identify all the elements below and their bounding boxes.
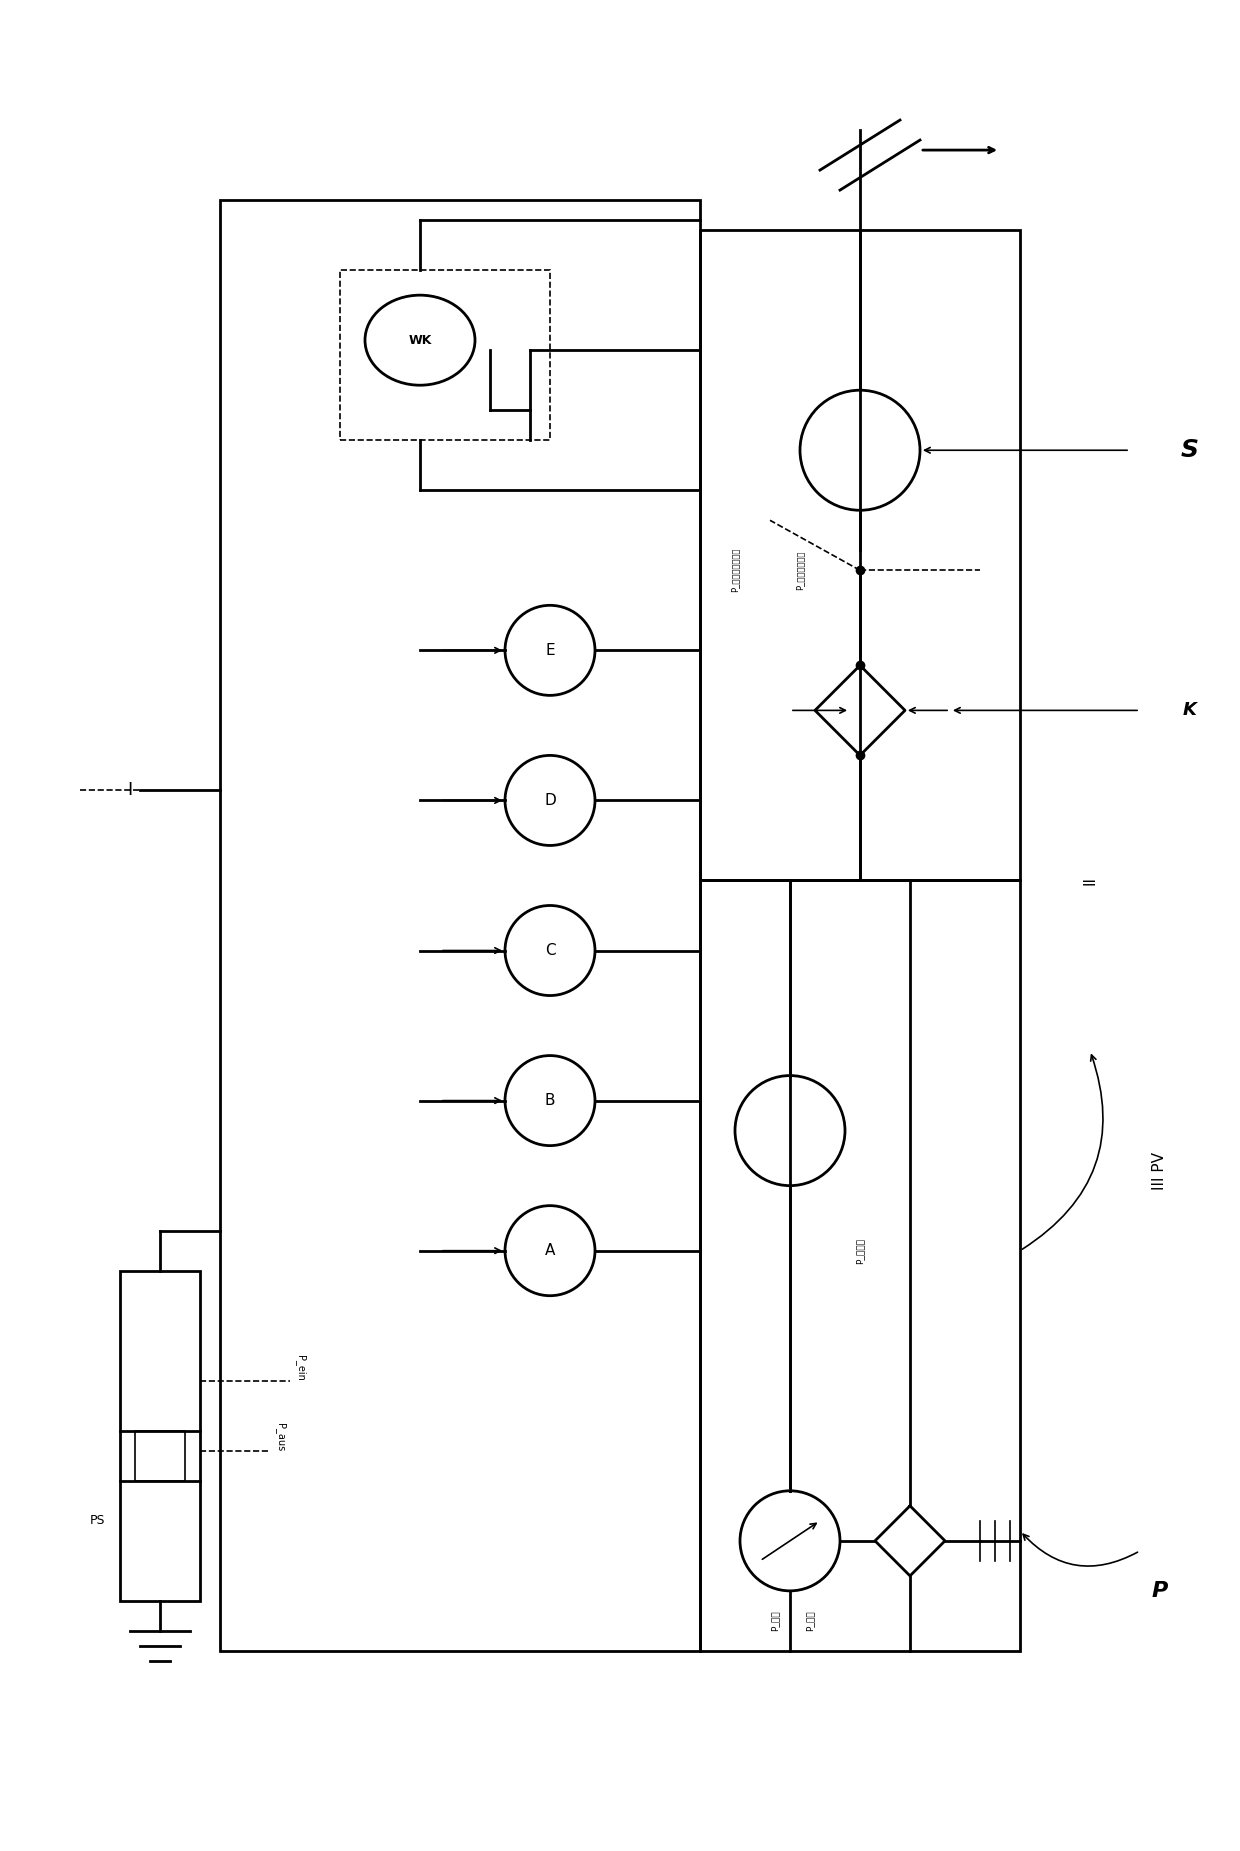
Text: II: II: [1083, 876, 1097, 885]
Text: P_ein: P_ein: [295, 1355, 305, 1381]
Circle shape: [505, 605, 595, 696]
Text: S: S: [1180, 439, 1199, 463]
Circle shape: [800, 391, 920, 511]
Text: D: D: [544, 792, 556, 807]
Text: WK: WK: [408, 333, 432, 346]
Circle shape: [505, 1055, 595, 1146]
Bar: [120, 1270, 200, 1601]
Text: III PV: III PV: [1152, 1151, 1168, 1190]
Bar: [340, 270, 551, 441]
Bar: [135, 1431, 185, 1481]
Text: B: B: [544, 1094, 556, 1109]
Text: I: I: [128, 781, 133, 800]
Circle shape: [505, 905, 595, 996]
Bar: [701, 230, 1021, 881]
Text: C: C: [544, 942, 556, 959]
Text: P_aus: P_aus: [274, 1423, 285, 1451]
Circle shape: [735, 1075, 844, 1186]
Text: P_压力: P_压力: [770, 1610, 780, 1631]
Ellipse shape: [365, 294, 475, 385]
Text: P_来自冷却回路: P_来自冷却回路: [796, 550, 805, 590]
Bar: [219, 200, 701, 1651]
Text: P: P: [1152, 1581, 1168, 1601]
Circle shape: [740, 1490, 839, 1590]
Text: PS: PS: [89, 1514, 105, 1527]
Text: E: E: [546, 642, 554, 657]
Circle shape: [505, 755, 595, 846]
Text: P_调节系: P_调节系: [856, 1238, 864, 1264]
Text: P_向冷凝中離器合: P_向冷凝中離器合: [730, 548, 739, 592]
Text: K: K: [1183, 702, 1197, 720]
Text: P_抓泵: P_抓泵: [806, 1610, 815, 1631]
Text: A: A: [544, 1244, 556, 1259]
Circle shape: [505, 1205, 595, 1296]
Bar: [701, 881, 1021, 1651]
